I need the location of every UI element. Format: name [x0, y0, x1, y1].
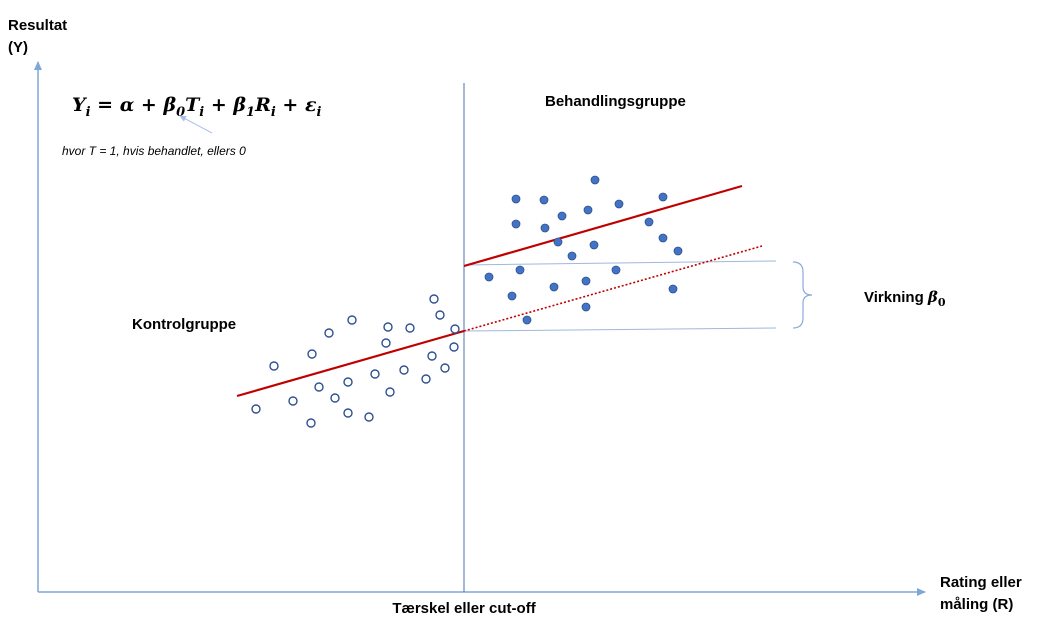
extrapolation-line — [463, 245, 763, 332]
y-axis-label-line1: Resultat — [8, 17, 67, 34]
control-intercept-guide — [463, 327, 777, 332]
control-point — [288, 396, 298, 406]
treatment-point — [484, 272, 494, 282]
control-points — [251, 294, 460, 428]
treatment-point — [511, 219, 521, 229]
equation-note: hvor T = 1, hvis behandlet, ellers 0 — [62, 144, 246, 158]
treatment-group-label: Behandlingsgruppe — [545, 93, 686, 110]
control-point — [399, 365, 409, 375]
treatment-point — [557, 211, 567, 221]
x-axis-label-line1: Rating eller — [940, 574, 1022, 591]
treatment-point — [583, 205, 593, 215]
treatment-point — [590, 175, 600, 185]
treatment-point — [581, 302, 591, 312]
control-point — [343, 377, 353, 387]
treatment-point — [549, 282, 559, 292]
x-axis-label-line2: måling (R) — [940, 596, 1013, 613]
threshold-label: Tærskel eller cut-off — [392, 600, 536, 617]
control-regression-line — [236, 329, 465, 398]
treatment-point — [581, 276, 591, 286]
treatment-points — [484, 175, 683, 325]
control-point — [330, 393, 340, 403]
control-point — [251, 404, 261, 414]
equation: Yi = α + β0Ti + β1Ri + εi — [72, 94, 322, 120]
treatment-point — [567, 251, 577, 261]
control-point — [427, 351, 437, 361]
treatment-point — [515, 265, 525, 275]
treatment-point — [522, 315, 532, 325]
control-point — [450, 324, 460, 334]
treatment-intercept-guide — [463, 260, 777, 266]
control-point — [449, 342, 459, 352]
control-point — [383, 322, 393, 332]
treatment-point — [668, 284, 678, 294]
control-point — [343, 408, 353, 418]
control-point — [364, 412, 374, 422]
control-point — [385, 387, 395, 397]
control-point — [405, 323, 415, 333]
control-point — [314, 382, 324, 392]
control-point — [370, 369, 380, 379]
treatment-point — [540, 223, 550, 233]
control-point — [306, 418, 316, 428]
control-point — [381, 338, 391, 348]
effect-label: Virkning β0 — [864, 288, 946, 309]
treatment-point — [644, 217, 654, 227]
y-axis-label-line2: (Y) — [8, 39, 28, 56]
treatment-point — [611, 265, 621, 275]
control-point — [347, 315, 357, 325]
treatment-point — [553, 237, 563, 247]
control-point — [429, 294, 439, 304]
treatment-point — [589, 240, 599, 250]
treatment-point — [614, 199, 624, 209]
treatment-point — [507, 291, 517, 301]
note-pointer-arrow — [179, 115, 213, 134]
control-point — [324, 328, 334, 338]
treatment-point — [658, 192, 668, 202]
treatment-point — [539, 195, 549, 205]
treatment-point — [673, 246, 683, 256]
control-point — [421, 374, 431, 384]
treatment-regression-line — [463, 184, 743, 268]
treatment-point — [511, 194, 521, 204]
control-point — [435, 310, 445, 320]
control-point — [440, 363, 450, 373]
control-point — [269, 361, 279, 371]
control-group-label: Kontrolgruppe — [132, 316, 236, 333]
control-point — [307, 349, 317, 359]
treatment-point — [658, 233, 668, 243]
effect-bracket — [792, 261, 813, 329]
